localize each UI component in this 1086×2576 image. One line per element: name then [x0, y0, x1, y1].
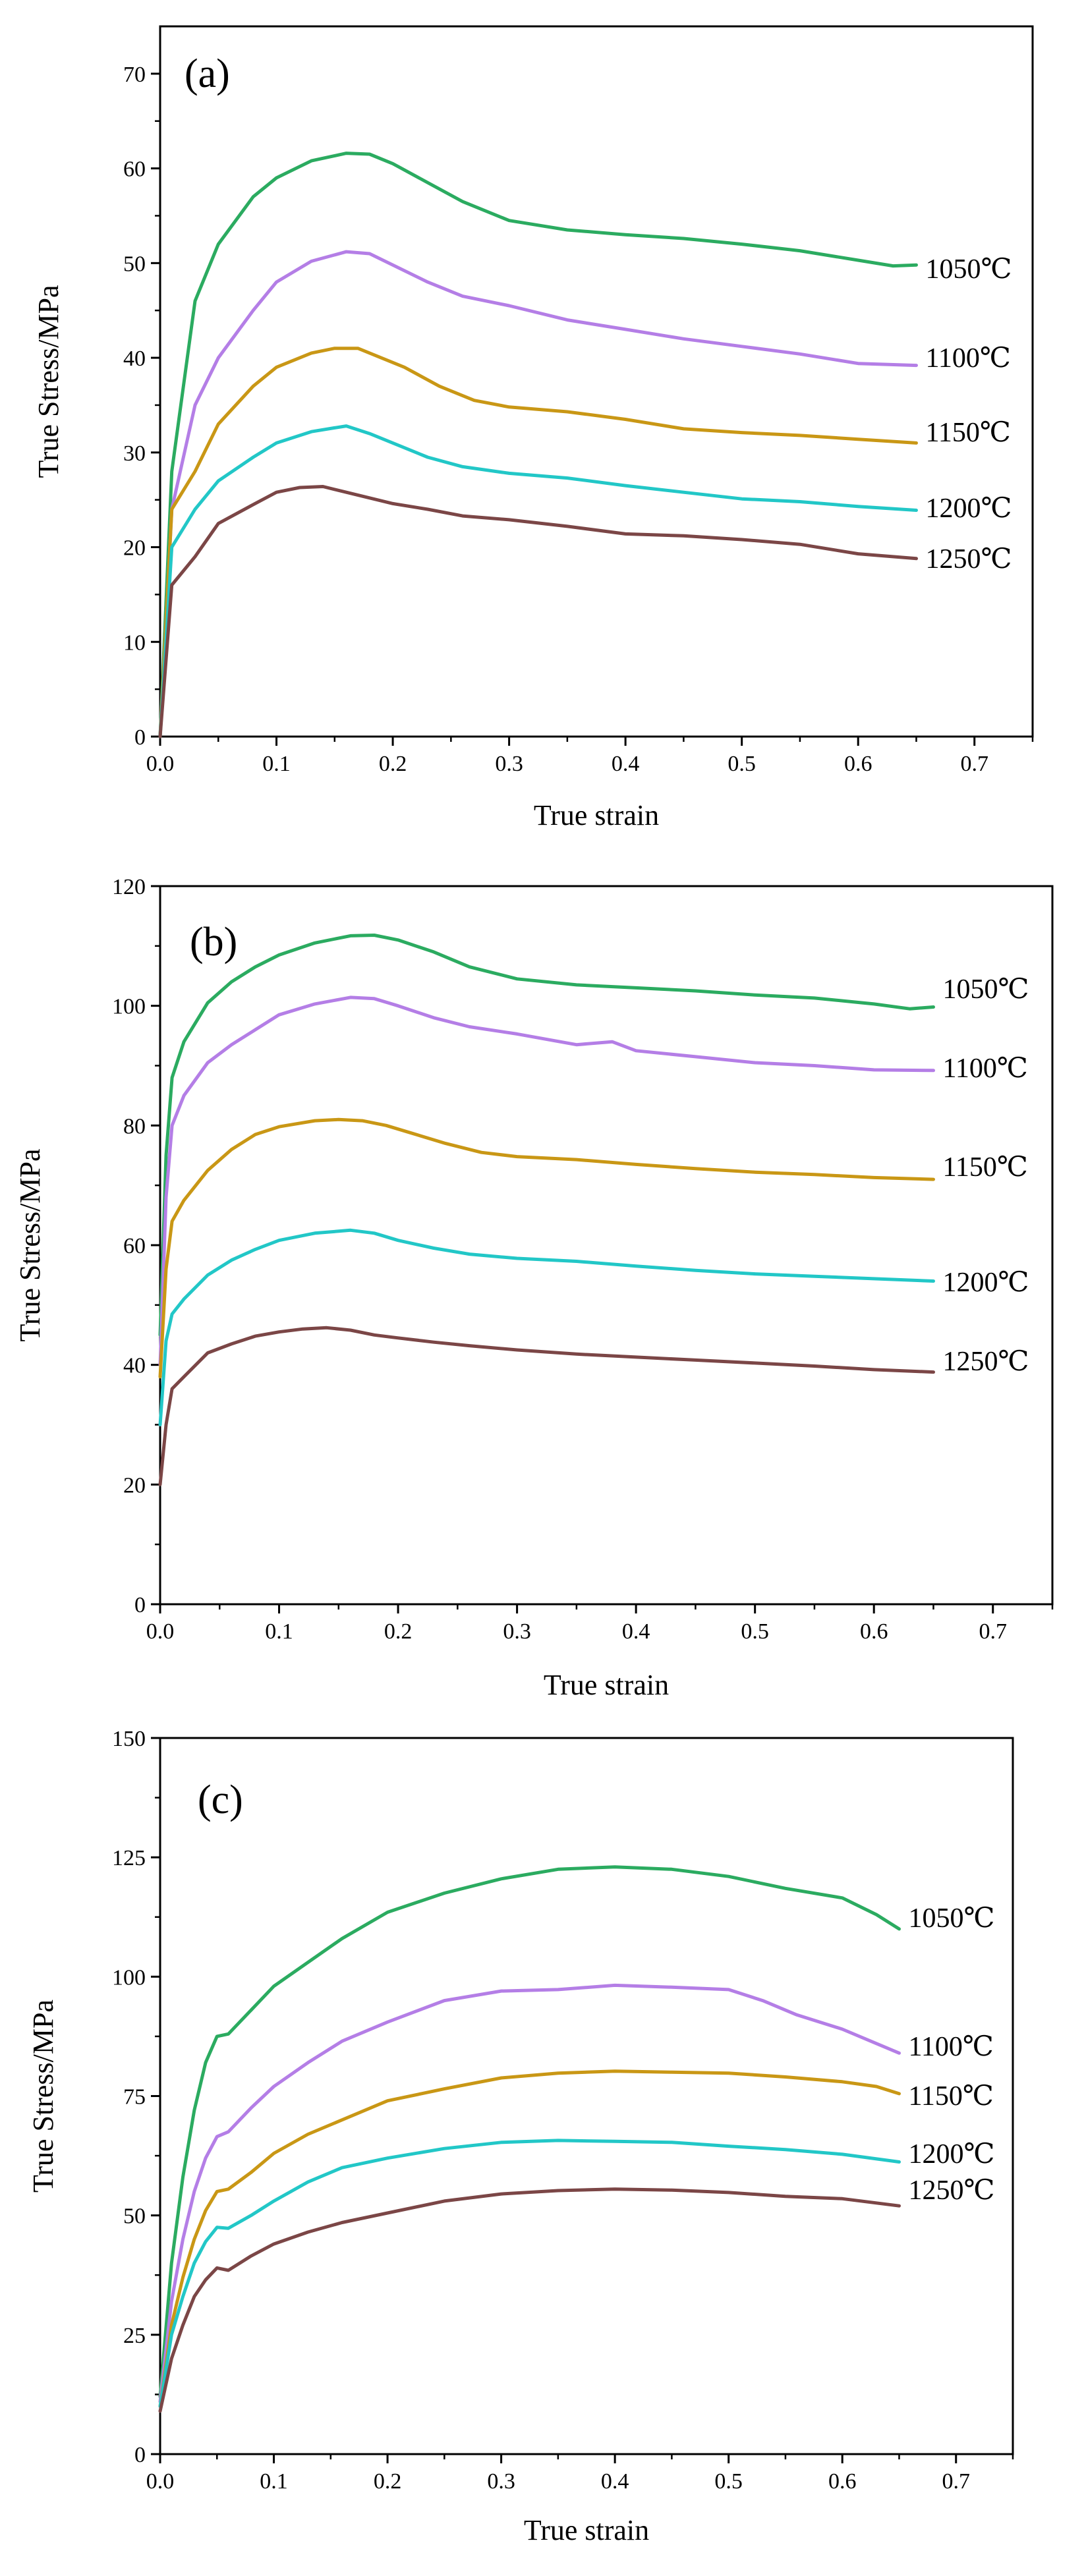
series-line-1200c — [158, 424, 918, 739]
series-label: 1200℃ — [942, 1268, 1029, 1298]
x-axis-title: True strain — [544, 1669, 669, 1701]
series-label: 1250℃ — [942, 1347, 1029, 1377]
series-label: 1100℃ — [908, 2032, 993, 2062]
x-axis-title: True strain — [534, 799, 659, 831]
x-tick-label: 0.2 — [379, 752, 407, 776]
y-tick-label: 80 — [123, 1114, 146, 1138]
y-tick-label: 30 — [123, 441, 146, 466]
x-tick-label: 0.4 — [601, 2469, 629, 2494]
panel-label: (b) — [190, 920, 237, 965]
y-tick-label: 40 — [123, 1354, 146, 1378]
y-tick-label: 25 — [123, 2324, 146, 2348]
x-tick-label: 0.3 — [495, 752, 523, 776]
y-tick-label: 10 — [123, 630, 146, 655]
series-label: 1150℃ — [942, 1152, 1027, 1183]
series-line-1150c — [158, 347, 918, 739]
y-tick-label: 20 — [123, 1473, 146, 1498]
x-tick-label: 0.5 — [728, 752, 756, 776]
series-line-1200c — [158, 2139, 901, 2408]
x-tick-label: 0.7 — [979, 1619, 1007, 1644]
y-tick-label: 100 — [112, 1965, 146, 1990]
series-line-1100c — [158, 995, 935, 1367]
series-line-1050c — [158, 152, 918, 739]
panel-label: (c) — [198, 1778, 243, 1822]
series-line-1100c — [158, 1983, 901, 2403]
x-tick-label: 0.1 — [262, 752, 291, 776]
y-tick-label: 120 — [112, 875, 146, 899]
series-line-1050c — [158, 1865, 901, 2399]
x-tick-label: 0.0 — [146, 1619, 175, 1644]
x-tick-label: 0.7 — [960, 752, 988, 776]
y-tick-label: 50 — [123, 252, 146, 276]
y-tick-label: 70 — [123, 63, 146, 87]
x-tick-label: 0.5 — [714, 2469, 743, 2494]
series-label: 1100℃ — [925, 343, 1010, 374]
chart-panel-3: 0.0 0.1 0.2 0.3 0.4 0.5 0.6 0.7 0 25 50 75 100 125 150… — [27, 1727, 1014, 2546]
y-tick-label: 150 — [112, 1727, 146, 1751]
y-tick-label: 100 — [112, 995, 146, 1019]
y-tick-label: 50 — [123, 2204, 146, 2229]
x-tick-label: 0.7 — [942, 2469, 970, 2494]
y-axis-title: True Stress/MPa — [27, 2000, 59, 2193]
series-label: 1150℃ — [925, 418, 1010, 448]
y-axis-title: True Stress/MPa — [14, 1149, 46, 1342]
series-line-1150c — [158, 2069, 901, 2408]
x-tick-label: 0.6 — [844, 752, 872, 776]
x-tick-label: 0.0 — [146, 752, 175, 776]
y-tick-label: 0 — [134, 1593, 146, 1617]
plot-frame — [159, 25, 1034, 738]
series-label: 1150℃ — [908, 2081, 993, 2112]
y-tick-label: 40 — [123, 347, 146, 371]
plot-frame — [159, 885, 1054, 1606]
x-tick-label: 0.4 — [612, 752, 640, 776]
x-tick-label: 0.6 — [828, 2469, 857, 2494]
y-axis-title: True Stress/MPa — [32, 285, 65, 478]
y-tick-label: 20 — [123, 536, 146, 561]
series-line-1250c — [158, 485, 918, 739]
chart-panel-2: 0.0 0.1 0.2 0.3 0.4 0.5 0.6 0.7 0 20 40 60 80 100 120 T… — [14, 875, 1054, 1701]
series-label: 1050℃ — [942, 974, 1029, 1005]
x-tick-label: 0.3 — [487, 2469, 515, 2494]
x-tick-label: 0.2 — [384, 1619, 413, 1644]
x-tick-label: 0.4 — [622, 1619, 650, 1644]
x-tick-label: 0.5 — [741, 1619, 769, 1644]
chart-panel-1: 0.0 0.1 0.2 0.3 0.4 0.5 0.6 0.7 0 10 20 30 40 50 60 70 T… — [32, 25, 1034, 831]
y-tick-label: 0 — [134, 725, 146, 750]
x-tick-label: 0.1 — [265, 1619, 293, 1644]
plot-frame — [159, 1737, 1014, 2455]
series-line-1250c — [158, 1326, 935, 1486]
panel-label: (a) — [185, 51, 230, 96]
series-line-1050c — [158, 934, 935, 1337]
series-label: 1050℃ — [908, 1903, 994, 1934]
series-label: 1050℃ — [925, 254, 1012, 285]
series-label: 1100℃ — [942, 1053, 1027, 1084]
x-tick-label: 0.3 — [503, 1619, 531, 1644]
x-tick-label: 0.2 — [374, 2469, 402, 2494]
series-label: 1200℃ — [908, 2139, 994, 2170]
x-tick-label: 0.1 — [260, 2469, 288, 2494]
series-line-1200c — [158, 1228, 935, 1426]
y-tick-label: 0 — [134, 2443, 146, 2467]
series-label: 1250℃ — [908, 2175, 994, 2206]
y-tick-label: 60 — [123, 157, 146, 182]
x-tick-label: 0.6 — [860, 1619, 888, 1644]
x-tick-label: 0.0 — [146, 2469, 175, 2494]
series-label: 1250℃ — [925, 544, 1012, 574]
series-line-1150c — [158, 1117, 935, 1379]
series-label: 1200℃ — [925, 493, 1012, 524]
series-line-1100c — [158, 250, 918, 739]
y-tick-label: 75 — [123, 2085, 146, 2110]
series-line-1250c — [158, 2187, 901, 2413]
y-tick-label: 125 — [112, 1846, 146, 1870]
y-tick-label: 60 — [123, 1234, 146, 1258]
x-axis-title: True strain — [524, 2514, 649, 2546]
